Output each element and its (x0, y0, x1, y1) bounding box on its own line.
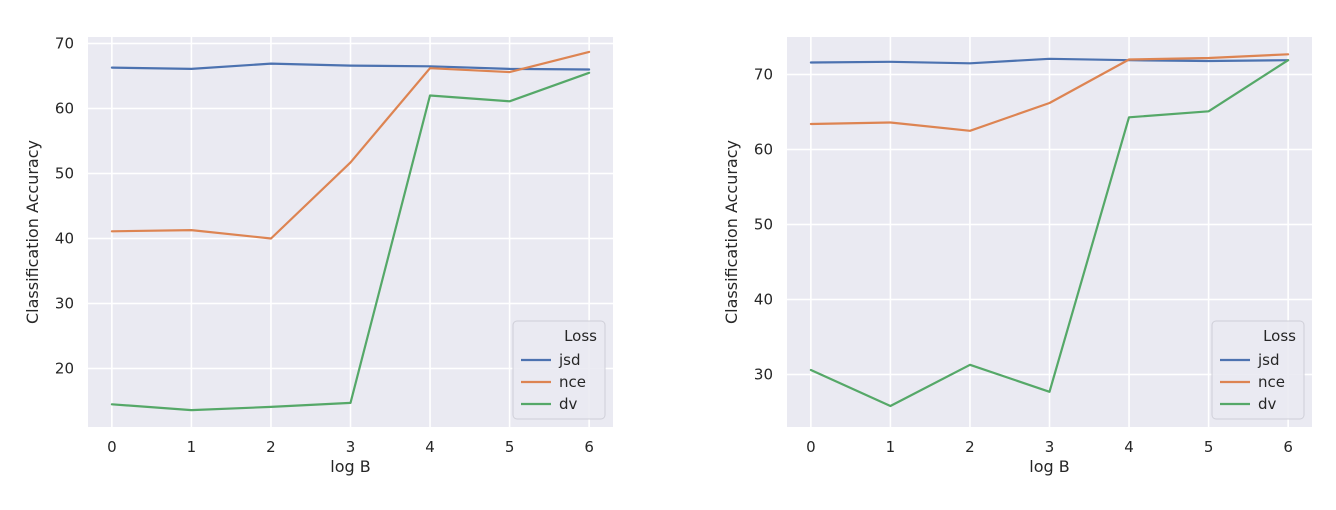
y-tick-label: 50 (754, 216, 773, 234)
x-tick-label: 4 (425, 438, 435, 456)
x-tick-label: 1 (886, 438, 896, 456)
series-line-nce (809, 53, 1290, 132)
x-tick-label: 0 (806, 438, 816, 456)
y-tick-label: 30 (754, 366, 773, 384)
legend-title: Loss (1263, 327, 1296, 345)
legend-label-nce: nce (559, 373, 586, 391)
legend: Loss jsd nce dv (1211, 320, 1305, 420)
series-line-jsd (809, 57, 1290, 65)
y-tick-label: 30 (55, 295, 74, 313)
legend-title: Loss (564, 327, 597, 345)
series-line-dv (110, 71, 591, 412)
x-tick-label: 2 (266, 438, 276, 456)
x-axis-label: log B (330, 457, 370, 476)
chart-1: 0 1 2 3 4 5 6 20 30 40 50 60 70 log B Classification A… (23, 35, 613, 476)
legend-label-dv: dv (559, 395, 578, 413)
series-line-jsd (110, 62, 591, 71)
y-tick-label: 40 (754, 291, 773, 309)
y-axis-label: Classification Accuracy (23, 140, 42, 324)
x-tick-label: 1 (187, 438, 197, 456)
series-line-nce (110, 50, 591, 240)
y-axis-label: Classification Accuracy (722, 140, 741, 324)
legend-box (512, 320, 606, 420)
chart-2: 0 1 2 3 4 5 6 30 40 50 60 70 log B Classification Acc… (722, 37, 1312, 476)
x-tick-label: 5 (1204, 438, 1214, 456)
y-tick-label: 70 (55, 35, 74, 53)
series-line-dv (809, 59, 1290, 408)
y-tick-label: 40 (55, 230, 74, 248)
y-tick-label: 60 (55, 100, 74, 118)
x-tick-label: 4 (1124, 438, 1134, 456)
y-tick-label: 50 (55, 165, 74, 183)
x-tick-label: 6 (1283, 438, 1293, 456)
legend-label-jsd: jsd (1257, 351, 1280, 369)
legend-label-nce: nce (1258, 373, 1285, 391)
x-tick-label: 3 (346, 438, 356, 456)
legend-box (1211, 320, 1305, 420)
x-tick-label: 2 (965, 438, 975, 456)
legend: Loss jsd nce dv (512, 320, 606, 420)
legend-label-dv: dv (1258, 395, 1277, 413)
x-tick-label: 6 (584, 438, 594, 456)
y-tick-label: 60 (754, 141, 773, 159)
x-tick-label: 0 (107, 438, 117, 456)
x-axis-label: log B (1029, 457, 1069, 476)
x-tick-label: 5 (505, 438, 515, 456)
y-tick-label: 20 (55, 360, 74, 378)
x-tick-label: 3 (1045, 438, 1055, 456)
y-tick-label: 70 (754, 66, 773, 84)
legend-label-jsd: jsd (558, 351, 581, 369)
